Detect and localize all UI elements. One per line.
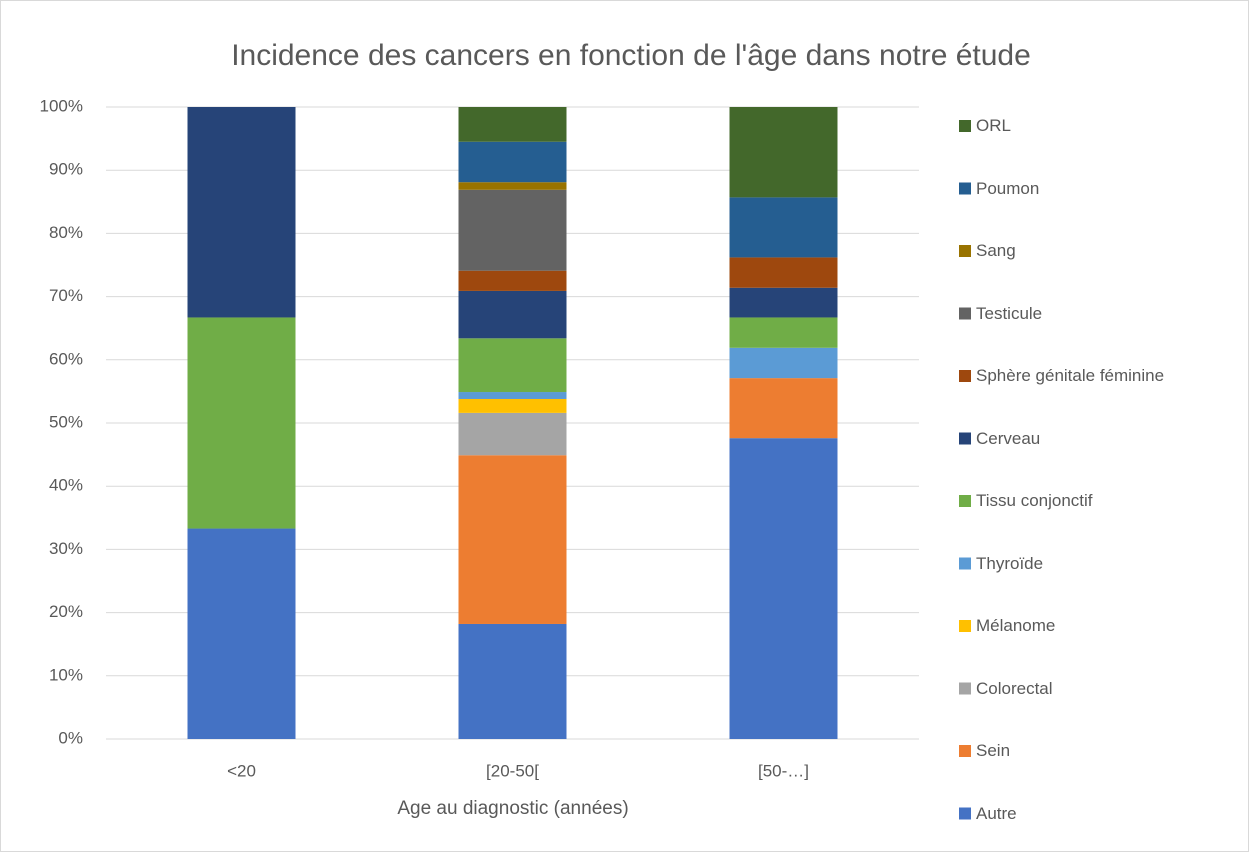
bar-segment [729,257,838,288]
bar-segment [729,347,838,379]
legend-swatch [959,307,971,320]
legend-swatch [959,807,971,820]
bar-segment [729,378,838,439]
legend-label: Mélanome [976,616,1056,635]
legend-swatch [959,745,971,757]
bar-segment [458,290,567,339]
bar-segment [458,189,567,271]
legend-swatch [959,682,971,695]
bar-segment [729,197,838,258]
legend-label: Poumon [976,178,1040,198]
legend-swatch [959,120,971,132]
y-tick-label: 10% [49,665,83,684]
legend-label: Sein [976,741,1011,760]
legend-swatch [959,370,971,382]
bar-segment [187,107,296,318]
legend-swatch [959,620,971,632]
x-tick-label: [20-50[ [486,761,539,780]
bar-segment [458,107,567,142]
legend-swatch [959,432,971,445]
bar-segment [458,270,567,291]
y-tick-label: 60% [49,349,83,368]
bar-segment [458,392,567,399]
bar-segment [729,287,838,318]
y-tick-label: 20% [49,602,83,621]
y-tick-label: 80% [49,223,83,242]
legend-swatch [959,495,971,507]
legend-swatch [959,245,971,257]
legend-label: ORL [976,116,1011,135]
bar-segment [458,455,567,624]
bar-segment [458,182,567,190]
x-axis-title: Age au diagnostic (années) [397,798,628,819]
bar-segment [729,107,838,198]
legend-label: Cerveau [976,428,1041,448]
bar-segment [187,528,296,739]
y-tick-label: 40% [49,476,83,495]
legend-label: Colorectal [976,678,1053,698]
legend-label: Testicule [976,303,1043,323]
bar-segment [458,412,567,456]
legend-label: Autre [976,803,1017,823]
y-tick-label: 100% [40,96,83,115]
chart-title: Incidence des cancers en fonction de l'â… [231,39,1031,72]
bar-segment [729,317,838,348]
bar-segment [458,398,567,413]
y-tick-label: 90% [49,160,83,179]
legend-swatch [959,557,971,570]
y-tick-label: 0% [58,728,83,747]
bar-segment [187,317,296,529]
bar-segment [458,623,567,739]
y-tick-label: 70% [49,286,83,305]
bar-segment [458,338,567,393]
bar-segment [458,141,567,183]
bar-segment [729,438,838,739]
legend-label: Tissu conjonctif [976,491,1093,510]
y-tick-label: 30% [49,539,83,558]
x-tick-label: [50-…] [758,761,809,780]
y-tick-label: 50% [49,412,83,431]
legend-label: Sang [976,241,1016,260]
legend-label: Thyroïde [976,553,1044,573]
legend-label: Sphère génitale féminine [976,366,1165,385]
x-tick-label: <20 [227,761,256,780]
legend-swatch [959,182,971,195]
